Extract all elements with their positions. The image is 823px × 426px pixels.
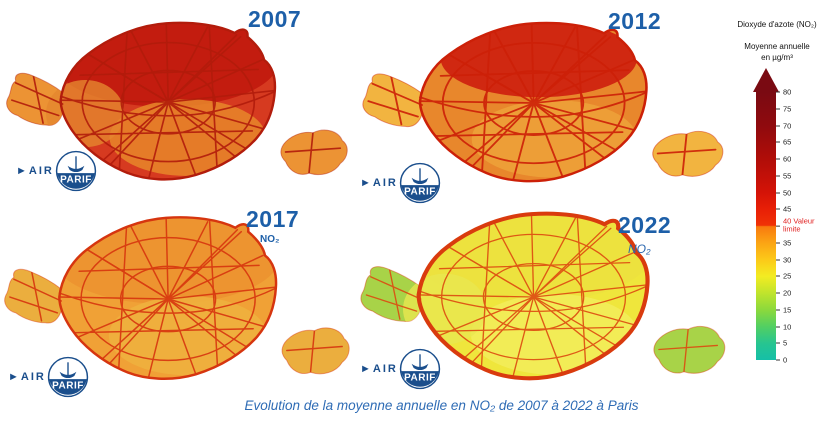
legend-tick: 20 bbox=[776, 289, 791, 298]
legend-title: Dioxyde d'azote (NO₂) bbox=[737, 20, 817, 29]
legend-tick: 5 bbox=[776, 339, 787, 348]
legend-tick: 80 bbox=[776, 88, 791, 97]
legend-tick: 75 bbox=[776, 104, 791, 113]
legend-tick: 35 bbox=[776, 238, 791, 247]
airparif-logo-text: ►AIR bbox=[360, 177, 398, 189]
paris-pollution-map-2007 bbox=[6, 21, 348, 181]
airparif-logo: ►AIR PARIF bbox=[360, 160, 441, 206]
legend-unit: en µg/m³ bbox=[761, 53, 793, 62]
map-panel-2017: 2017 NO₂ ►AIR PARIF bbox=[0, 202, 356, 400]
airparif-logo-parif: PARIF bbox=[60, 175, 92, 186]
legend-tick: 45 bbox=[776, 205, 791, 214]
legend-limit-tick: 40 Valeur limite bbox=[776, 216, 823, 234]
airparif-logo: ►AIR PARIF bbox=[360, 346, 441, 392]
map-year-label: 2022 bbox=[618, 212, 672, 238]
paris-pollution-map-2017 bbox=[4, 216, 350, 380]
legend-tick: 0 bbox=[776, 356, 787, 365]
legend-colorbar-arrow bbox=[753, 68, 779, 92]
map-year-label: 2012 bbox=[608, 8, 662, 34]
map-year-label: 2017 bbox=[246, 206, 300, 232]
legend-tick: 30 bbox=[776, 255, 791, 264]
legend-tick: 10 bbox=[776, 322, 791, 331]
airparif-logo-parif: PARIF bbox=[404, 187, 436, 198]
legend-tick: 55 bbox=[776, 171, 791, 180]
airparif-logo-text: ►AIR bbox=[8, 371, 46, 383]
airparif-logo-text: ►AIR bbox=[16, 165, 54, 177]
paris-pollution-map-2012 bbox=[362, 21, 724, 183]
map-panel-2012: 2012 ►AIR PARIF bbox=[358, 8, 730, 204]
map-panel-2022: 2022 NO₂ ►AIR PARIF bbox=[356, 198, 732, 400]
airparif-logo-text: ►AIR bbox=[360, 363, 398, 375]
airparif-logo-circle: PARIF bbox=[399, 162, 441, 204]
legend-subtitle: Moyenne annuelle bbox=[744, 42, 810, 51]
legend-tick: 70 bbox=[776, 121, 791, 130]
airparif-logo-circle: PARIF bbox=[55, 150, 97, 192]
map-pollutant-label: NO₂ bbox=[628, 242, 651, 256]
legend-tick: 60 bbox=[776, 155, 791, 164]
legend-colorbar: 80 75 70 65 60 55 50 45 40 Valeur limite 35 30 25 20… bbox=[756, 88, 815, 365]
paris-pollution-map-2022 bbox=[360, 198, 726, 400]
airparif-logo-circle: PARIF bbox=[399, 348, 441, 390]
airparif-logo: ►AIR PARIF bbox=[16, 148, 97, 194]
bois-de-vincennes bbox=[653, 325, 726, 374]
legend-tick: 65 bbox=[776, 138, 791, 147]
airparif-logo-parif: PARIF bbox=[52, 381, 84, 392]
airparif-logo: ►AIR PARIF bbox=[8, 354, 89, 400]
legend-tick: 15 bbox=[776, 305, 791, 314]
legend: Dioxyde d'azote (NO₂) Moyenne annuelle e… bbox=[732, 20, 822, 380]
airparif-logo-parif: PARIF bbox=[404, 373, 436, 384]
airparif-logo-circle: PARIF bbox=[47, 356, 89, 398]
legend-tick: 25 bbox=[776, 272, 791, 281]
pollution-layers bbox=[367, 23, 717, 182]
map-panel-2007: 2007 ►AIR PARIF bbox=[2, 6, 354, 200]
figure-caption: Evolution de la moyenne annuelle en NO₂ … bbox=[244, 398, 639, 413]
map-pollutant-label: NO₂ bbox=[260, 234, 280, 245]
legend-tick: 50 bbox=[776, 188, 791, 197]
map-year-label: 2007 bbox=[248, 6, 302, 32]
